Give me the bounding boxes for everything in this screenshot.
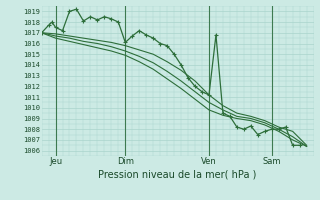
X-axis label: Pression niveau de la mer( hPa ): Pression niveau de la mer( hPa ) bbox=[99, 169, 257, 179]
